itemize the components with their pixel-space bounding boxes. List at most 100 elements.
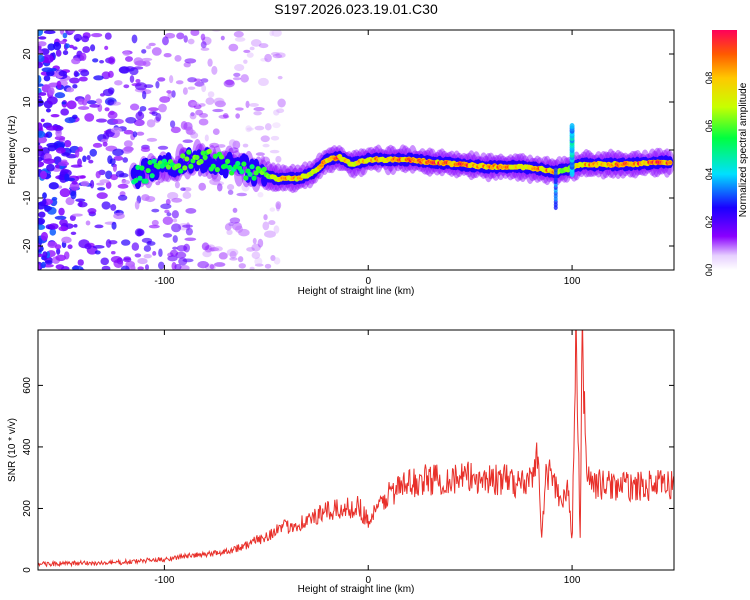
heatmap-noise-cell <box>120 148 133 154</box>
heatmap-dip-cell <box>553 167 558 173</box>
heatmap-noise-cell <box>212 108 224 113</box>
heatmap-noise-cell <box>275 201 282 210</box>
heatmap-noise-cell <box>38 122 43 132</box>
heatmap-noise-cell <box>158 261 165 270</box>
heatmap-noise-cell <box>252 237 257 245</box>
heatmap-noise-cell <box>189 112 197 120</box>
heatmap-noise-cell <box>237 256 244 263</box>
heatmap-noise-cell <box>117 183 129 189</box>
heatmap-ridge-mid <box>243 175 249 181</box>
heatmap-noise-cell <box>77 146 83 153</box>
heatmap-noise-cell <box>58 70 68 77</box>
heatmap-noise-cell <box>40 170 47 180</box>
heatmap-noise-cell <box>69 181 80 191</box>
heatmap-noise-cell <box>269 207 276 212</box>
heatmap-noise-cell <box>246 127 254 131</box>
heatmap-noise-cell <box>107 99 115 105</box>
heatmap-noise-cell <box>54 135 66 141</box>
heatmap-noise-cell <box>58 207 65 216</box>
heatmap-ridge-mid <box>251 175 257 181</box>
heatmap-noise-cell <box>226 222 235 227</box>
heatmap-noise-cell <box>254 257 263 266</box>
heatmap-ridge-mid <box>235 160 241 167</box>
heatmap-noise-cell <box>82 46 91 54</box>
heatmap-noise-cell <box>48 182 59 190</box>
heatmap-ridge-mid <box>147 159 153 166</box>
heatmap-noise-cell <box>228 221 234 227</box>
heatmap-ridge-core <box>667 161 673 165</box>
heatmap-noise-cell <box>136 131 145 136</box>
heatmap-noise-cell <box>38 224 46 230</box>
heatmap-ridge-mid <box>261 166 267 172</box>
heatmap-noise-cell <box>72 46 78 50</box>
heatmap-noise-cell <box>216 183 223 192</box>
heatmap-noise-cell <box>226 184 235 191</box>
heatmap-noise-cell <box>40 231 49 241</box>
heatmap-noise-cell <box>38 136 48 144</box>
heatmap-noise-cell <box>243 59 248 64</box>
heatmap-noise-cell <box>80 52 87 61</box>
heatmap-noise-cell <box>101 265 111 270</box>
heatmap-noise-cell <box>141 57 153 62</box>
top-x-axis-label: Height of straight line (km) <box>298 286 415 297</box>
heatmap-noise-cell <box>46 96 58 105</box>
heatmap-noise-cell <box>232 140 241 150</box>
heatmap-noise-cell <box>139 105 147 112</box>
heatmap-noise-cell <box>227 224 238 228</box>
heatmap-noise-cell <box>171 210 179 219</box>
heatmap-noise-cell <box>144 264 149 270</box>
heatmap-noise-cell <box>257 238 264 248</box>
heatmap-noise-cell <box>114 80 123 86</box>
heatmap-noise-cell <box>43 30 56 35</box>
heatmap-noise-cell <box>115 170 125 178</box>
heatmap-noise-cell <box>64 117 76 124</box>
heatmap-noise-cell <box>133 66 144 70</box>
heatmap-noise-cell <box>45 125 57 131</box>
heatmap-noise-cell <box>205 97 215 105</box>
heatmap-noise-cell <box>70 164 83 168</box>
heatmap-noise-cell <box>186 129 196 136</box>
heatmap-noise-cell <box>112 118 124 125</box>
heatmap-noise-cell <box>38 263 41 270</box>
colorbar-gradient <box>712 30 737 270</box>
heatmap-noise-cell <box>198 182 207 191</box>
heatmap-noise-cell <box>148 42 156 47</box>
heatmap-noise-cell <box>111 221 117 230</box>
colorbar-label: Normalized spectral amplitude <box>738 82 749 217</box>
heatmap-ridge-mid <box>212 153 218 159</box>
top-y-tick-label: 20 <box>22 48 33 60</box>
heatmap-noise-cell <box>260 135 270 143</box>
heatmap-noise-cell <box>207 91 215 98</box>
heatmap-noise-cell <box>234 63 245 72</box>
heatmap-noise-cell <box>140 147 151 153</box>
heatmap-noise-cell <box>170 126 181 134</box>
heatmap-noise-cell <box>61 152 70 157</box>
heatmap-noise-cell <box>249 266 255 270</box>
heatmap-noise-cell <box>38 156 43 162</box>
heatmap-noise-cell <box>171 90 176 98</box>
heatmap-noise-cell <box>72 114 78 119</box>
heatmap-noise-cell <box>160 173 166 183</box>
heatmap-noise-cell <box>234 225 244 233</box>
heatmap-noise-cell <box>142 60 151 67</box>
colorbar-tick-label: 0.2 <box>704 216 714 229</box>
heatmap-noise-cell <box>99 179 110 184</box>
heatmap-ridge-mid <box>206 148 212 154</box>
heatmap-noise-cell <box>131 242 140 251</box>
heatmap-noise-cell <box>38 92 47 96</box>
heatmap-noise-cell <box>264 53 272 63</box>
heatmap-noise-cell <box>232 77 242 81</box>
heatmap-noise-cell <box>42 54 54 64</box>
heatmap-noise-cell <box>166 90 172 94</box>
heatmap-noise-cell <box>176 32 185 40</box>
bottom-x-axis-label: Height of straight line (km) <box>298 584 415 595</box>
heatmap-noise-cell <box>142 90 147 100</box>
heatmap-noise-cell <box>55 254 67 262</box>
heatmap-noise-cell <box>50 68 57 72</box>
heatmap-noise-cell <box>46 163 55 172</box>
heatmap-noise-cell <box>48 223 59 230</box>
heatmap-noise-cell <box>248 103 259 107</box>
heatmap-noise-cell <box>123 140 133 148</box>
heatmap-noise-cell <box>200 41 207 49</box>
heatmap-noise-cell <box>270 135 280 141</box>
